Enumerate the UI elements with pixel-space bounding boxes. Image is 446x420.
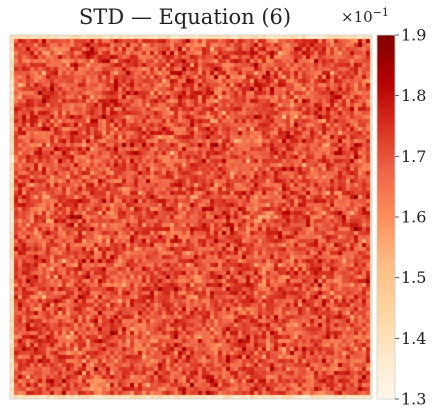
colorbar-tick-label: 1.3 <box>401 390 426 409</box>
colorbar-multiplier: ×10−1 <box>341 6 389 26</box>
heatmap-frame <box>9 34 373 400</box>
heatmap-image <box>10 35 372 399</box>
colorbar-ticks: 1.3 1.4 1.5 1.6 1.7 1.8 1.9 <box>395 26 426 409</box>
colorbar-multiplier-exponent: −1 <box>373 6 389 19</box>
colorbar-multiplier-base: ×10 <box>341 8 373 26</box>
colorbar-tick-label: 1.5 <box>401 268 426 287</box>
colorbar-tick-label: 1.4 <box>401 329 426 348</box>
heatmap-plot-area <box>10 35 372 399</box>
colorbar <box>376 34 396 400</box>
chart-title: STD — Equation (6) <box>79 5 291 29</box>
colorbar-tick-label: 1.7 <box>401 147 426 166</box>
colorbar-tick-label: 1.9 <box>401 26 426 45</box>
colorbar-tick-label: 1.8 <box>401 86 426 105</box>
svg-text:×10−1: ×10−1 <box>341 6 389 26</box>
colorbar-tick-label: 1.6 <box>401 208 426 227</box>
